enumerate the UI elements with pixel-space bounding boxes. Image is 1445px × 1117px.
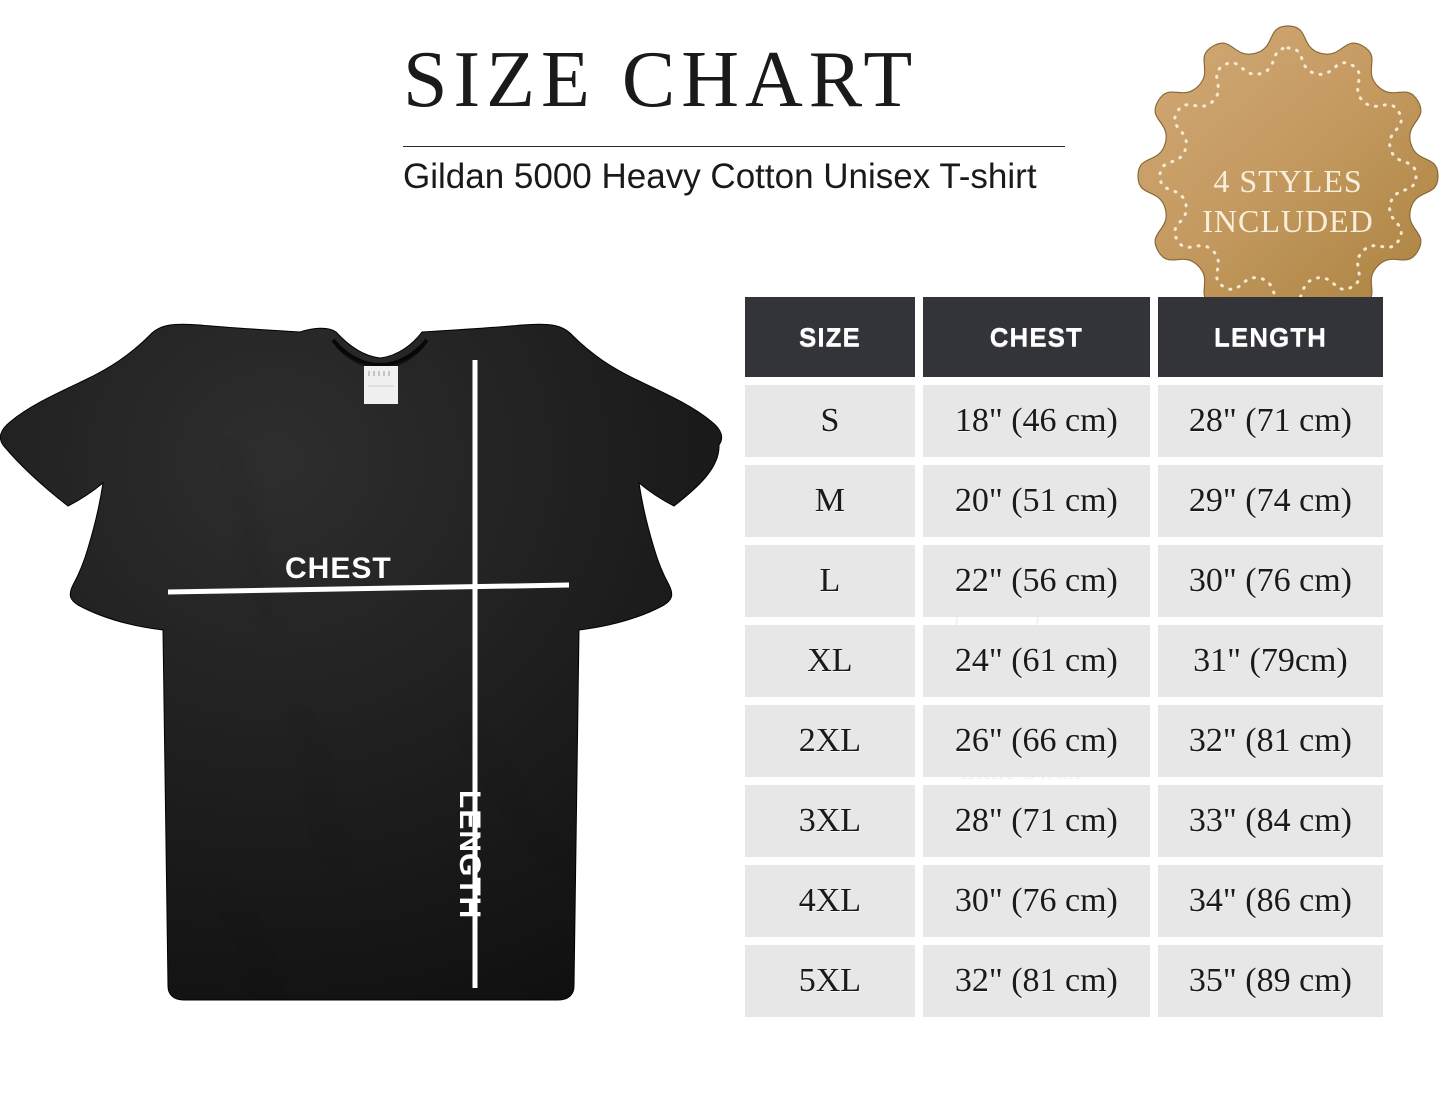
svg-text:4 STYLES: 4 STYLES (1213, 163, 1362, 199)
svg-text:INCLUDED: INCLUDED (1202, 203, 1374, 239)
svg-text:CHEST: CHEST (285, 552, 392, 585)
svg-text:LENGTH: LENGTH (453, 790, 486, 919)
